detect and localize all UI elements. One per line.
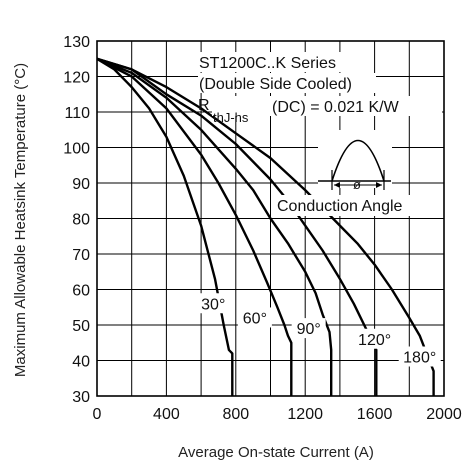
curve-label-bg bbox=[398, 346, 441, 367]
y-tick-label: 130 bbox=[63, 34, 90, 51]
curve-labels: 30° 60° 90° 120° 180° bbox=[196, 293, 441, 367]
chart-title: ST1200C..K Series bbox=[199, 55, 336, 72]
y-tick-label: 60 bbox=[72, 283, 90, 300]
curve-label: 60° bbox=[243, 310, 267, 327]
y-tick-labels: 30 40 50 60 70 80 90 100 110 120 130 bbox=[63, 34, 90, 406]
title-bg bbox=[198, 52, 362, 72]
inset-label-bg bbox=[276, 195, 442, 216]
rth-bg bbox=[212, 96, 442, 116]
conduction-angle-label: Conduction Angle bbox=[277, 198, 403, 215]
y-tick-label: 80 bbox=[72, 212, 90, 229]
y-tick-label: 90 bbox=[72, 176, 90, 193]
curve-label: 90° bbox=[297, 321, 321, 338]
curve-label: 180° bbox=[403, 350, 436, 367]
chart-subtitle: (Double Side Cooled) bbox=[199, 76, 352, 93]
y-tick-label: 30 bbox=[72, 389, 90, 406]
x-tick-label: 0 bbox=[93, 406, 102, 423]
y-tick-label: 40 bbox=[72, 354, 90, 371]
y-tick-label: 70 bbox=[72, 247, 90, 264]
x-tick-labels: 0 400 800 1200 1600 2000 bbox=[93, 406, 462, 423]
curve-label-bg bbox=[237, 307, 272, 328]
series-line bbox=[96, 57, 234, 396]
y-tick-label: 50 bbox=[72, 318, 90, 335]
conduction-angle-symbol: ø bbox=[353, 177, 361, 192]
curve-label-bg bbox=[353, 328, 396, 349]
y-tick-label: 110 bbox=[64, 105, 90, 122]
curve-label-bg bbox=[196, 293, 231, 314]
series-line bbox=[96, 57, 293, 396]
series-line bbox=[96, 57, 435, 396]
y-tick-label: 120 bbox=[63, 70, 90, 87]
rth-value: (DC) = 0.021 K/W bbox=[272, 99, 400, 116]
conduction-angle-icon: ø bbox=[318, 130, 392, 192]
y-axis-title: Maximum Allowable Heatsink Temperature (… bbox=[12, 63, 29, 377]
rth-symbol: R bbox=[198, 97, 210, 114]
curve-label-bg bbox=[291, 318, 326, 339]
x-axis-title: Average On-state Current (A) bbox=[178, 444, 374, 461]
subtitle-bg bbox=[198, 73, 376, 93]
x-tick-label: 2000 bbox=[426, 406, 462, 423]
rth-subscript: thJ-hs bbox=[213, 110, 249, 125]
curve-label: 30° bbox=[201, 296, 225, 313]
x-tick-label: 1600 bbox=[357, 406, 393, 423]
y-tick-label: 100 bbox=[63, 141, 90, 158]
curve-label: 120° bbox=[358, 332, 391, 349]
x-tick-label: 1200 bbox=[287, 406, 323, 423]
x-tick-label: 400 bbox=[153, 406, 180, 423]
x-tick-label: 800 bbox=[222, 406, 249, 423]
series-line bbox=[96, 57, 333, 396]
plot-frame bbox=[96, 40, 445, 397]
